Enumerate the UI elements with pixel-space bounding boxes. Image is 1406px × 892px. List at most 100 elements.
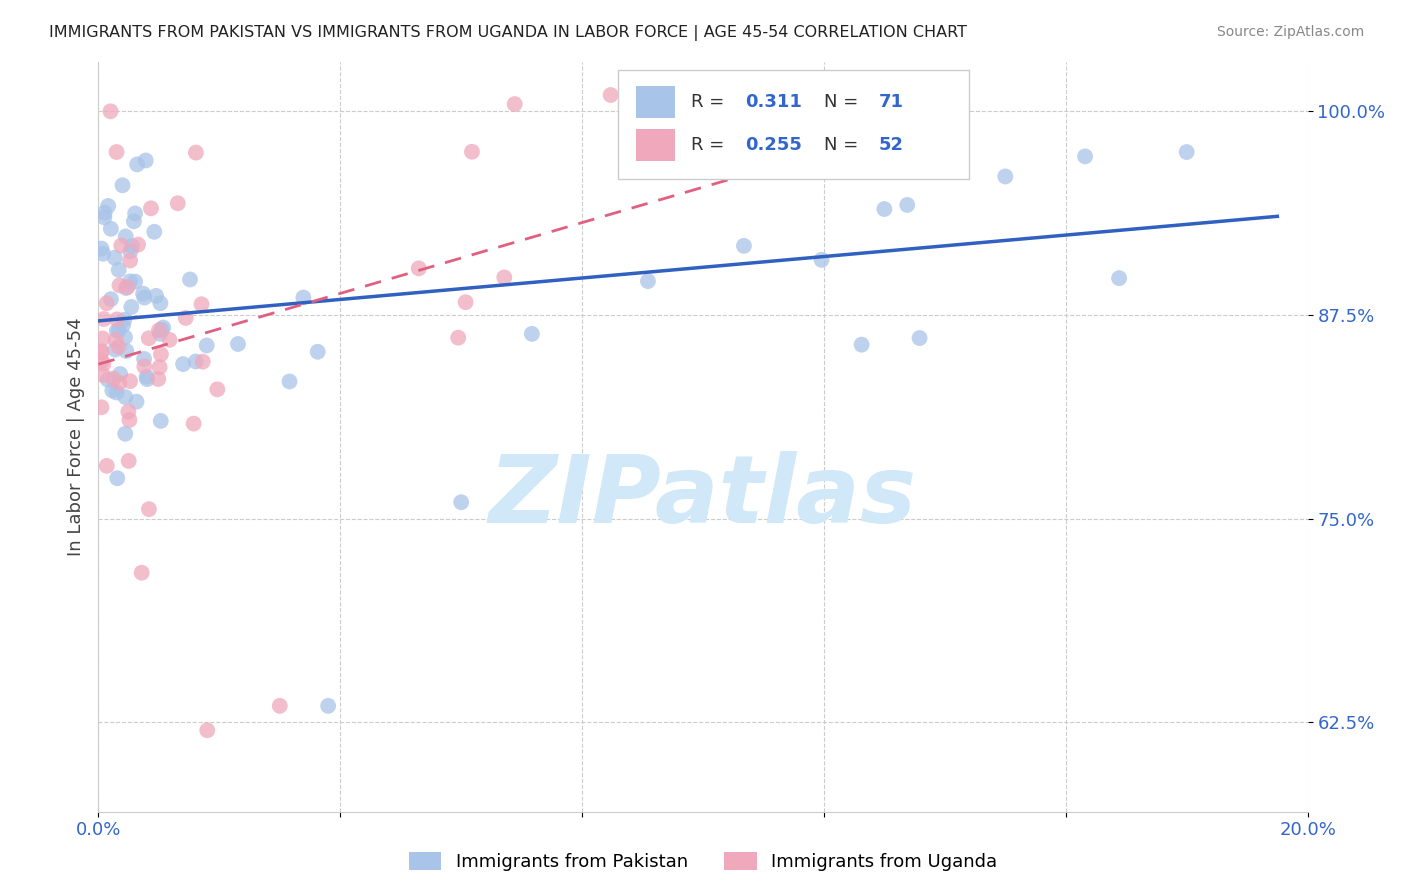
Point: [90, 344, 112, 359]
Point: [122, 214, 145, 228]
Point: [120, 300, 142, 314]
FancyBboxPatch shape: [619, 70, 969, 178]
Point: [195, 338, 218, 352]
Point: [148, 372, 170, 386]
Point: [150, 322, 173, 336]
Point: [873, 202, 896, 216]
Point: [100, 104, 122, 119]
Point: [127, 157, 149, 171]
Point: [461, 145, 484, 159]
Text: IMMIGRANTS FROM PAKISTAN VS IMMIGRANTS FROM UGANDA IN LABOR FORCE | AGE 45-54 CO: IMMIGRANTS FROM PAKISTAN VS IMMIGRANTS F…: [49, 25, 967, 41]
Point: [91, 331, 114, 345]
Point: [105, 145, 128, 159]
Point: [1175, 145, 1198, 159]
Point: [91, 246, 114, 260]
Point: [114, 229, 136, 244]
Point: [520, 326, 543, 341]
Point: [145, 289, 167, 303]
Point: [149, 414, 172, 428]
Point: [90, 242, 112, 256]
Point: [408, 261, 430, 276]
Y-axis label: In Labor Force | Age 45-54: In Labor Force | Age 45-54: [66, 318, 84, 557]
Point: [114, 426, 136, 441]
Point: [110, 238, 132, 252]
Point: [149, 347, 172, 361]
Point: [138, 502, 160, 516]
Point: [115, 281, 138, 295]
Point: [307, 344, 329, 359]
Point: [104, 333, 127, 347]
Point: [112, 313, 135, 327]
Point: [90, 345, 112, 359]
Point: [166, 196, 188, 211]
FancyBboxPatch shape: [637, 87, 675, 118]
Text: N =: N =: [824, 93, 863, 112]
Point: [100, 222, 122, 236]
Point: [896, 198, 918, 212]
Point: [447, 331, 470, 345]
Text: 0.255: 0.255: [745, 136, 803, 153]
Point: [120, 244, 142, 259]
Point: [134, 291, 156, 305]
Point: [105, 324, 128, 338]
Point: [450, 495, 472, 509]
Point: [120, 274, 142, 288]
Point: [118, 413, 141, 427]
Point: [93, 357, 115, 371]
Point: [131, 566, 153, 580]
Point: [97, 373, 120, 387]
Point: [172, 357, 194, 371]
Point: [125, 394, 148, 409]
Point: [851, 337, 873, 351]
Point: [108, 278, 131, 293]
Point: [901, 88, 924, 103]
Point: [148, 323, 170, 337]
Point: [93, 312, 115, 326]
Point: [143, 225, 166, 239]
Text: 71: 71: [879, 93, 903, 112]
Point: [174, 310, 197, 325]
Point: [190, 297, 212, 311]
Point: [149, 296, 172, 310]
Point: [127, 237, 149, 252]
Point: [810, 252, 832, 267]
Point: [733, 239, 755, 253]
Point: [599, 88, 621, 103]
Point: [124, 206, 146, 220]
Point: [90, 401, 112, 415]
Point: [908, 331, 931, 345]
Text: 52: 52: [879, 136, 903, 153]
Text: 0.311: 0.311: [745, 93, 803, 112]
Point: [152, 320, 174, 334]
Point: [269, 698, 291, 713]
Point: [994, 169, 1017, 184]
Point: [124, 275, 146, 289]
Point: [139, 202, 162, 216]
Point: [104, 251, 127, 265]
Legend: Immigrants from Pakistan, Immigrants from Uganda: Immigrants from Pakistan, Immigrants fro…: [402, 845, 1004, 879]
FancyBboxPatch shape: [637, 129, 675, 161]
Point: [454, 295, 477, 310]
Point: [135, 369, 157, 384]
Point: [184, 145, 207, 160]
Point: [93, 205, 115, 219]
Point: [104, 343, 127, 357]
Point: [91, 368, 114, 383]
Text: R =: R =: [690, 93, 730, 112]
Point: [132, 351, 155, 366]
Point: [183, 417, 205, 431]
Point: [503, 97, 526, 112]
Text: N =: N =: [824, 136, 863, 153]
Point: [149, 360, 172, 375]
Point: [136, 372, 159, 386]
Point: [494, 270, 516, 285]
Point: [117, 405, 139, 419]
Point: [117, 280, 139, 294]
Point: [105, 385, 128, 400]
Point: [97, 199, 120, 213]
Point: [179, 272, 201, 286]
Text: ZIPatlas: ZIPatlas: [489, 451, 917, 543]
Point: [149, 326, 172, 341]
Point: [159, 333, 181, 347]
Point: [105, 312, 128, 326]
